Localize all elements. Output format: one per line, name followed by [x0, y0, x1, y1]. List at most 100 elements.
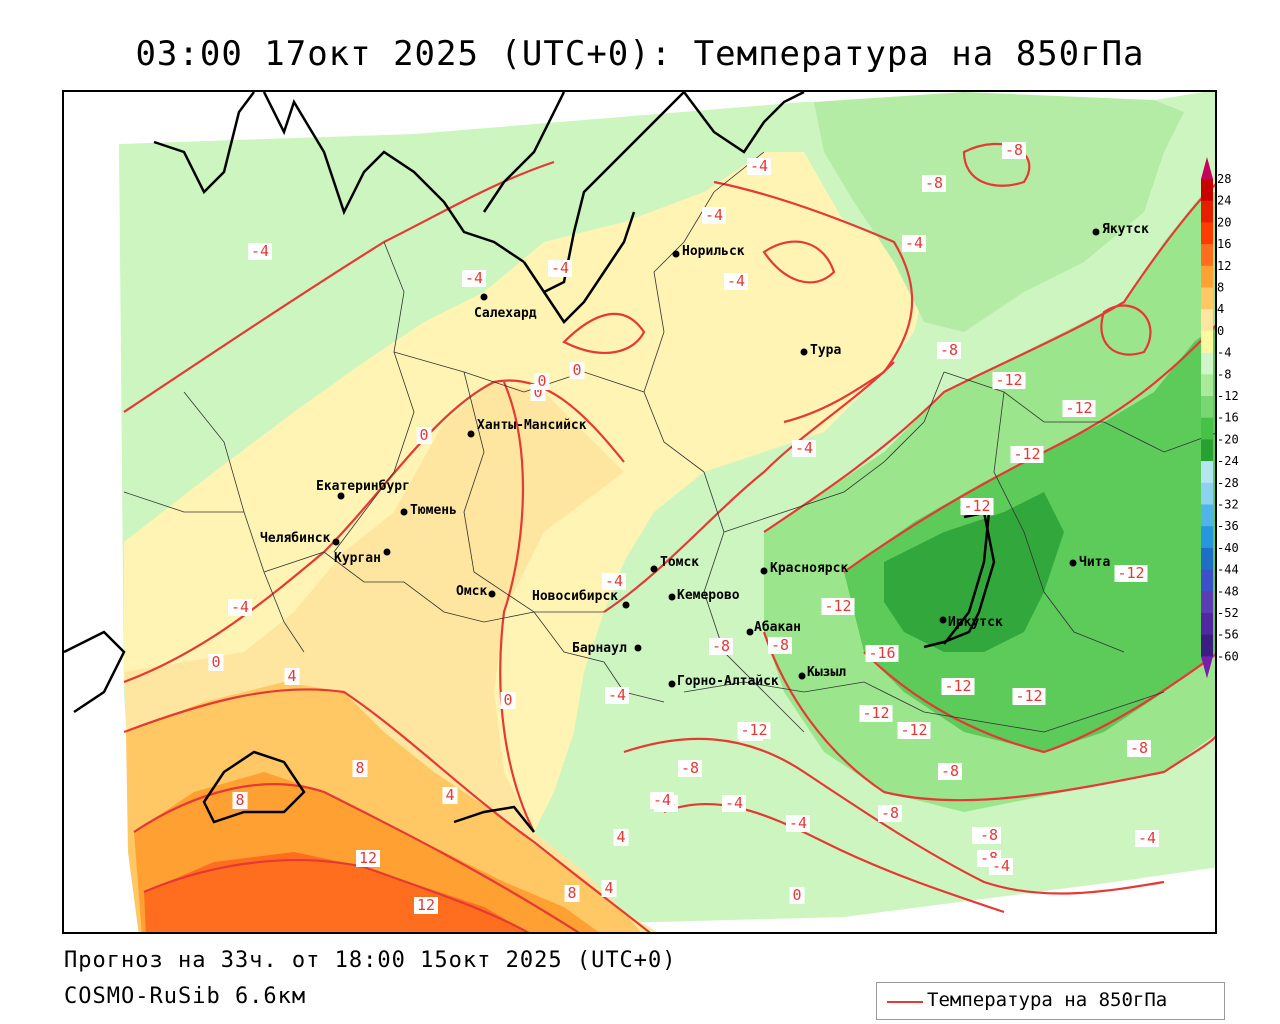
isoline: [623, 737, 1165, 895]
boundary: [643, 151, 765, 393]
colorbar-tick-label: 4: [1217, 302, 1224, 316]
colorbar-tick-label: 0: [1217, 324, 1224, 338]
city-barnaul[interactable]: Барнаул: [572, 641, 642, 656]
city-chita[interactable]: Чита: [1069, 555, 1111, 570]
isoline-label: -4: [608, 686, 626, 704]
city-abakan[interactable]: Абакан: [746, 620, 801, 636]
isoline: [123, 379, 625, 684]
city-tomsk[interactable]: Томск: [650, 555, 700, 573]
colorbar-swatch: [1201, 352, 1213, 375]
isoline-label: 8: [355, 759, 364, 777]
city-yakutsk[interactable]: Якутск: [1092, 222, 1150, 237]
city-kyzyl[interactable]: Кызыл: [798, 665, 847, 680]
city-dot: [668, 593, 676, 601]
isoline-label: -8: [941, 762, 959, 780]
map-legend: Температура на 850гПа: [876, 982, 1225, 1020]
colorbar-swatch: [1201, 591, 1213, 614]
city-gorno-altaysk[interactable]: Горно-Алтайск: [668, 674, 779, 689]
colorbar-tick-label: -32: [1217, 498, 1239, 512]
colorbar-swatch: [1201, 439, 1213, 462]
city-omsk[interactable]: Омск: [456, 584, 496, 599]
isoline-label-bg: [1127, 740, 1151, 757]
city-novosibirsk[interactable]: Новосибирск: [532, 589, 630, 609]
boundary: [993, 391, 1125, 653]
city-dot: [488, 590, 496, 598]
city-kemerovo[interactable]: Кемерово: [668, 588, 740, 603]
isoline-label: -12: [862, 704, 889, 722]
city-kurgan[interactable]: Курган: [334, 548, 391, 567]
isoline-label: -12: [1065, 399, 1092, 417]
colorbar-swatch: [1201, 634, 1213, 657]
isoline-label-bg: [605, 687, 629, 704]
isoline-label-bg: [601, 880, 617, 897]
isoline: [123, 160, 555, 413]
colorbar-tick-label: -20: [1217, 432, 1239, 446]
city-label: Кызыл: [807, 665, 846, 680]
isoline-label: -4: [992, 857, 1010, 875]
city-label: Новосибирск: [532, 589, 618, 604]
city-dot: [622, 601, 630, 609]
isoline-label: 4: [287, 667, 296, 685]
city-salekhard[interactable]: Салехард: [474, 293, 537, 322]
colorbar-top-arrow: [1201, 157, 1213, 179]
isoline-label-bg: [768, 637, 792, 654]
isoline-label: -4: [551, 259, 569, 277]
isoline-label-bg: [232, 792, 248, 809]
isoline-label: 0: [572, 361, 581, 379]
colorbar-tick-label: -56: [1217, 628, 1239, 642]
isoline: [133, 783, 580, 932]
colorbar-tick-label: -4: [1217, 346, 1231, 360]
isoline-label-bg: [902, 235, 926, 252]
colorbar-tick-label: 20: [1217, 215, 1231, 229]
isoline-label-bg: [416, 427, 432, 444]
boundary: [463, 371, 604, 613]
city-label: Горно-Алтайск: [677, 674, 779, 689]
city-label: Чита: [1079, 555, 1110, 570]
isoline-label-bg: [534, 373, 550, 390]
isoline-label: -4: [905, 234, 923, 252]
colorbar-tick-label: -52: [1217, 606, 1239, 620]
city-norilsk[interactable]: Норильск: [672, 244, 745, 259]
colorbar-swatch: [1201, 222, 1213, 245]
city-dot: [668, 680, 676, 688]
isoline-label: -4: [789, 814, 807, 832]
isoline-label-bg: [737, 722, 771, 739]
isoline-label-bg: [1135, 830, 1159, 847]
isoline: [123, 688, 651, 932]
legend-label: Температура на 850гПа: [927, 989, 1168, 1011]
lake-caspian: [202, 750, 306, 824]
city-krasnoyarsk[interactable]: Красноярск: [760, 561, 849, 576]
isoline-label: -8: [1130, 739, 1148, 757]
colorbar-swatch: [1201, 417, 1213, 440]
isoline-label: -8: [881, 804, 899, 822]
isoline-label-bg: [724, 273, 748, 290]
city-dot: [467, 430, 475, 438]
isoline-label-bg: [284, 668, 300, 685]
model-info: COSMO-RuSib 6.6км: [64, 984, 307, 1009]
city-khanty-mansiysk[interactable]: Ханты-Мансийск: [467, 418, 587, 438]
coastline: [542, 211, 636, 324]
city-label: Красноярск: [770, 561, 848, 576]
isoline-label-bg: [989, 858, 1013, 875]
city-tura[interactable]: Тура: [800, 343, 842, 358]
isoline-label-bg: [960, 498, 994, 515]
isoline-label: -4: [1138, 829, 1156, 847]
isoline-label-bg: [941, 678, 975, 695]
boundary: [703, 471, 805, 733]
isoline-label-bg: [1012, 688, 1046, 705]
colorbar-tick-label: -60: [1217, 649, 1239, 663]
isoline-labels: -4-4-4-4-4-8-4-4-8-8-12-12-12-12-12000-4…: [208, 141, 1159, 914]
isoline-label: -12: [995, 371, 1022, 389]
city-yekaterinburg[interactable]: Екатеринбург: [316, 479, 410, 500]
isoline-label: -12: [944, 677, 971, 695]
city-irkutsk[interactable]: Иркутск: [939, 615, 1003, 630]
legend-line-swatch: [887, 1001, 923, 1003]
map-title: 03:00 17окт 2025 (UTC+0): Температура на…: [135, 34, 1145, 74]
isoline-label-bg: [897, 722, 931, 739]
city-tyumen[interactable]: Тюмень: [400, 503, 457, 518]
city-label: Иркутск: [948, 615, 1003, 630]
isoline-label-bg: [1010, 446, 1044, 463]
coastline: [64, 630, 126, 714]
city-chelyabinsk[interactable]: Челябинск: [260, 531, 340, 546]
weather-map[interactable]: Салехард Норильск Тура Якутск Ханты-Манс…: [62, 90, 1217, 934]
